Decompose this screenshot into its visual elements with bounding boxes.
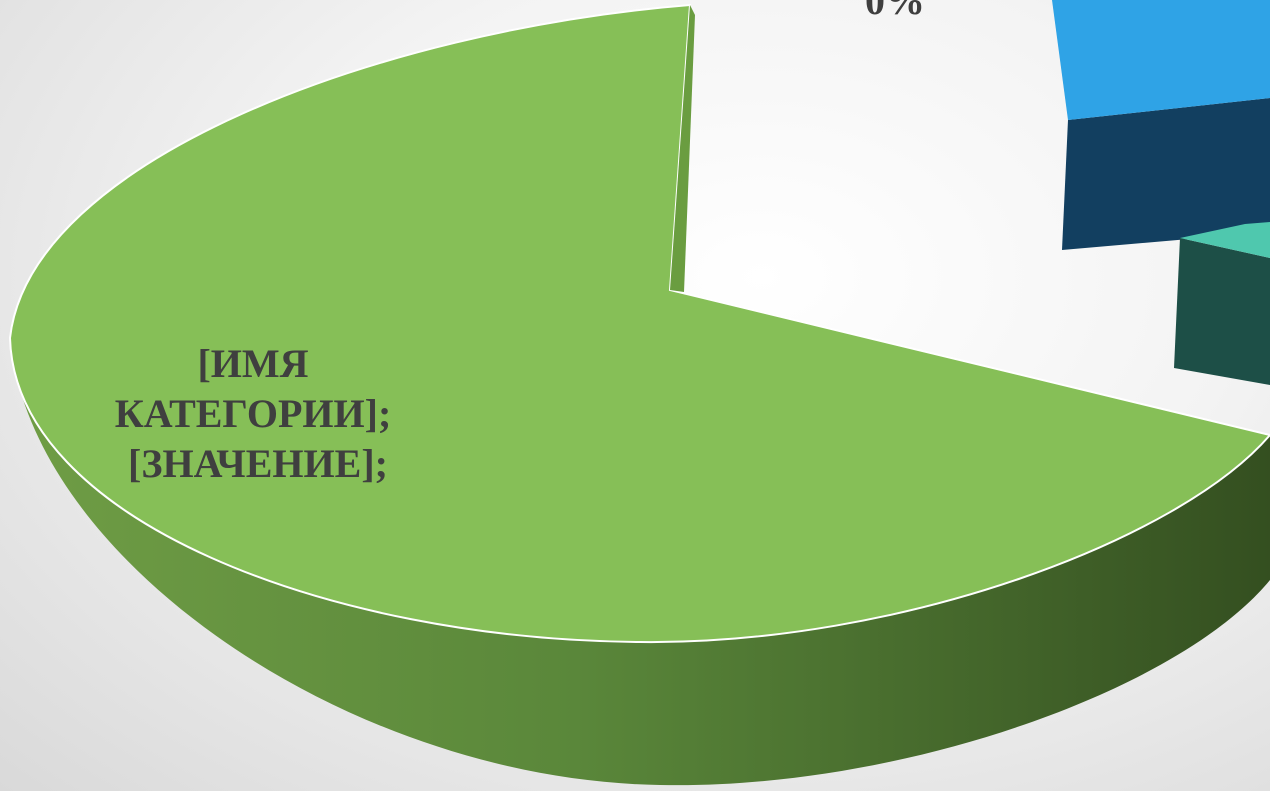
green-slice-side: [10, 338, 1270, 786]
teal-slice-top: [1180, 222, 1270, 258]
blue-slice-side: [1062, 98, 1270, 250]
green-label-line-1: [ИМЯ: [197, 341, 308, 386]
green-label-line-2: КАТЕГОРИИ];: [115, 391, 392, 436]
green-slice-label: [ИМЯ КАТЕГОРИИ]; [ЗНАЧЕНИЕ];: [115, 341, 402, 486]
green-label-line-3: [ЗНАЧЕНИЕ];: [128, 441, 388, 486]
blue-slice-label: 0%: [865, 0, 925, 23]
blue-slice-top: [1052, 0, 1270, 120]
teal-slice-side: [1174, 238, 1270, 385]
green-slice-inner-wall: [670, 5, 695, 292]
green-slice-top: [8, 3, 1270, 644]
